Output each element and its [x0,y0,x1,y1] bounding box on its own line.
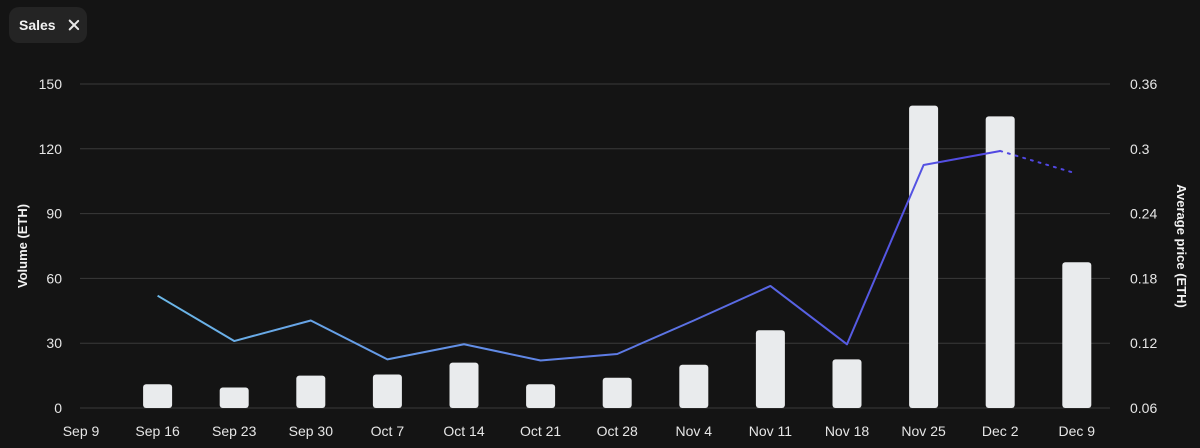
x-tick-label: Nov 25 [901,423,946,439]
x-tick-label: Oct 7 [371,423,405,439]
volume-bar [909,105,939,408]
y-tick-label-left: 60 [46,270,62,286]
volume-bar [526,384,556,408]
y-axis-title-right: Average price (ETH) [1174,184,1189,308]
x-tick-label: Sep 9 [63,423,100,439]
y-tick-label-left: 30 [46,335,62,351]
volume-bar [1062,262,1092,408]
volume-bar [296,375,326,408]
x-tick-label: Dec 9 [1059,423,1096,439]
x-tick-label: Nov 11 [749,423,793,439]
y-tick-label-left: 0 [54,400,62,416]
y-tick-label-right: 0.24 [1130,206,1157,222]
x-tick-label: Sep 30 [289,423,334,439]
volume-bar [755,330,785,408]
x-tick-label: Dec 2 [982,423,1019,439]
sales-filter-chip[interactable]: Sales [9,7,87,43]
volume-bar [372,374,402,408]
y-tick-label-left: 120 [39,141,63,157]
y-tick-label-right: 0.06 [1130,400,1157,416]
x-tick-label: Oct 28 [597,423,638,439]
y-tick-label-left: 90 [46,206,62,222]
x-tick-label: Sep 16 [135,423,180,439]
volume-bar [219,387,249,408]
y-tick-label-right: 0.3 [1130,141,1150,157]
y-tick-label-right: 0.36 [1130,76,1157,92]
sales-filter-label: Sales [19,17,56,33]
x-tick-label: Oct 21 [520,423,561,439]
volume-bar [449,362,479,408]
x-tick-label: Sep 23 [212,423,257,439]
y-axis-title-left: Volume (ETH) [15,204,30,288]
y-tick-label-left: 150 [39,76,63,92]
x-tick-label: Oct 14 [443,423,484,439]
volume-bar [832,359,862,408]
average-price-line-projected [999,149,1078,175]
volume-bar [602,377,632,408]
average-price-line [157,149,1001,362]
x-tick-label: Nov 18 [825,423,870,439]
volume-bar [679,364,709,408]
volume-bar [143,384,173,408]
y-tick-label-right: 0.12 [1130,335,1157,351]
volume-bar [985,116,1015,409]
x-tick-label: Nov 4 [676,423,713,439]
y-tick-label-right: 0.18 [1130,270,1157,286]
